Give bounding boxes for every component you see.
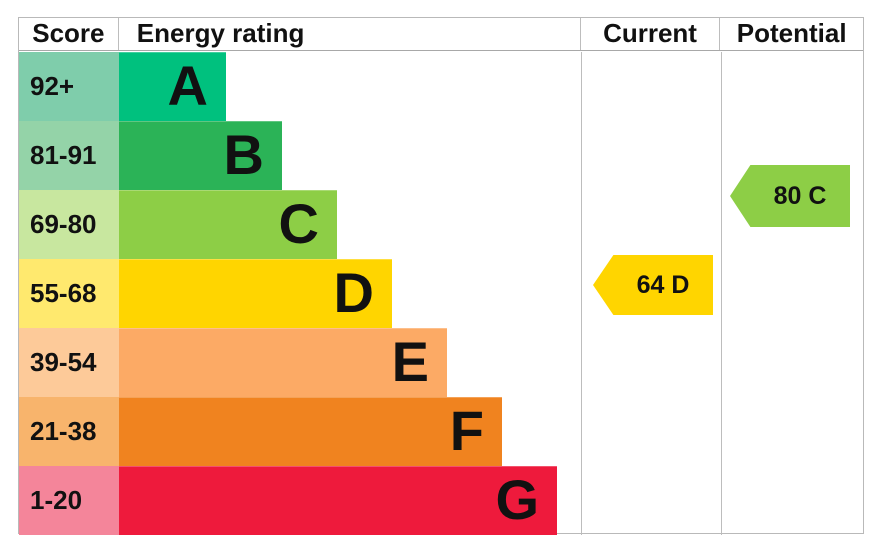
- column-header-score: Score: [19, 18, 119, 50]
- potential-column-divider: [721, 52, 722, 535]
- band-row-g: 1-20 G: [19, 466, 863, 535]
- band-bar: C: [119, 190, 337, 259]
- current-column-divider: [581, 52, 582, 535]
- band-letter: A: [167, 53, 208, 117]
- band-row-a: 92+ A: [19, 52, 863, 121]
- band-bar: B: [119, 121, 282, 190]
- band-row-b: 81-91 B: [19, 121, 863, 190]
- column-header-energy-rating: Energy rating: [136, 18, 305, 48]
- current-rating-label: 64 D: [636, 270, 690, 299]
- band-row-d: 55-68 D: [19, 259, 863, 328]
- band-letter: G: [495, 467, 539, 531]
- column-header-potential: Potential: [719, 18, 863, 50]
- band-row-c: 69-80 C: [19, 190, 863, 259]
- band-score-range: 39-54: [19, 328, 119, 397]
- potential-rating-label: 80 C: [773, 181, 827, 210]
- band-letter: D: [333, 260, 374, 324]
- band-bar: A: [119, 52, 226, 121]
- epc-table: Score Energy rating Current Potential 92…: [18, 17, 864, 535]
- band-bar: G: [119, 466, 557, 535]
- chart-body: 92+ A 81-91 B 69-80 C 55-68: [19, 52, 863, 535]
- current-rating-arrow: 64 D: [593, 255, 713, 315]
- band-bar: D: [119, 259, 392, 328]
- band-letter: F: [449, 398, 484, 462]
- band-score-range: 55-68: [19, 259, 119, 328]
- band-row-f: 21-38 F: [19, 397, 863, 466]
- band-letter: B: [223, 122, 264, 186]
- band-bar: E: [119, 328, 447, 397]
- band-score-range: 69-80: [19, 190, 119, 259]
- band-score-range: 1-20: [19, 466, 119, 535]
- band-letter: C: [278, 191, 319, 255]
- band-letter: E: [391, 329, 429, 393]
- band-row-e: 39-54 E: [19, 328, 863, 397]
- band-score-range: 81-91: [19, 121, 119, 190]
- band-bar: F: [119, 397, 502, 466]
- table-header-row: Score Energy rating Current Potential: [19, 18, 863, 51]
- column-header-current: Current: [579, 18, 720, 50]
- potential-rating-arrow: 80 C: [730, 165, 850, 227]
- band-score-range: 21-38: [19, 397, 119, 466]
- band-score-range: 92+: [19, 52, 119, 121]
